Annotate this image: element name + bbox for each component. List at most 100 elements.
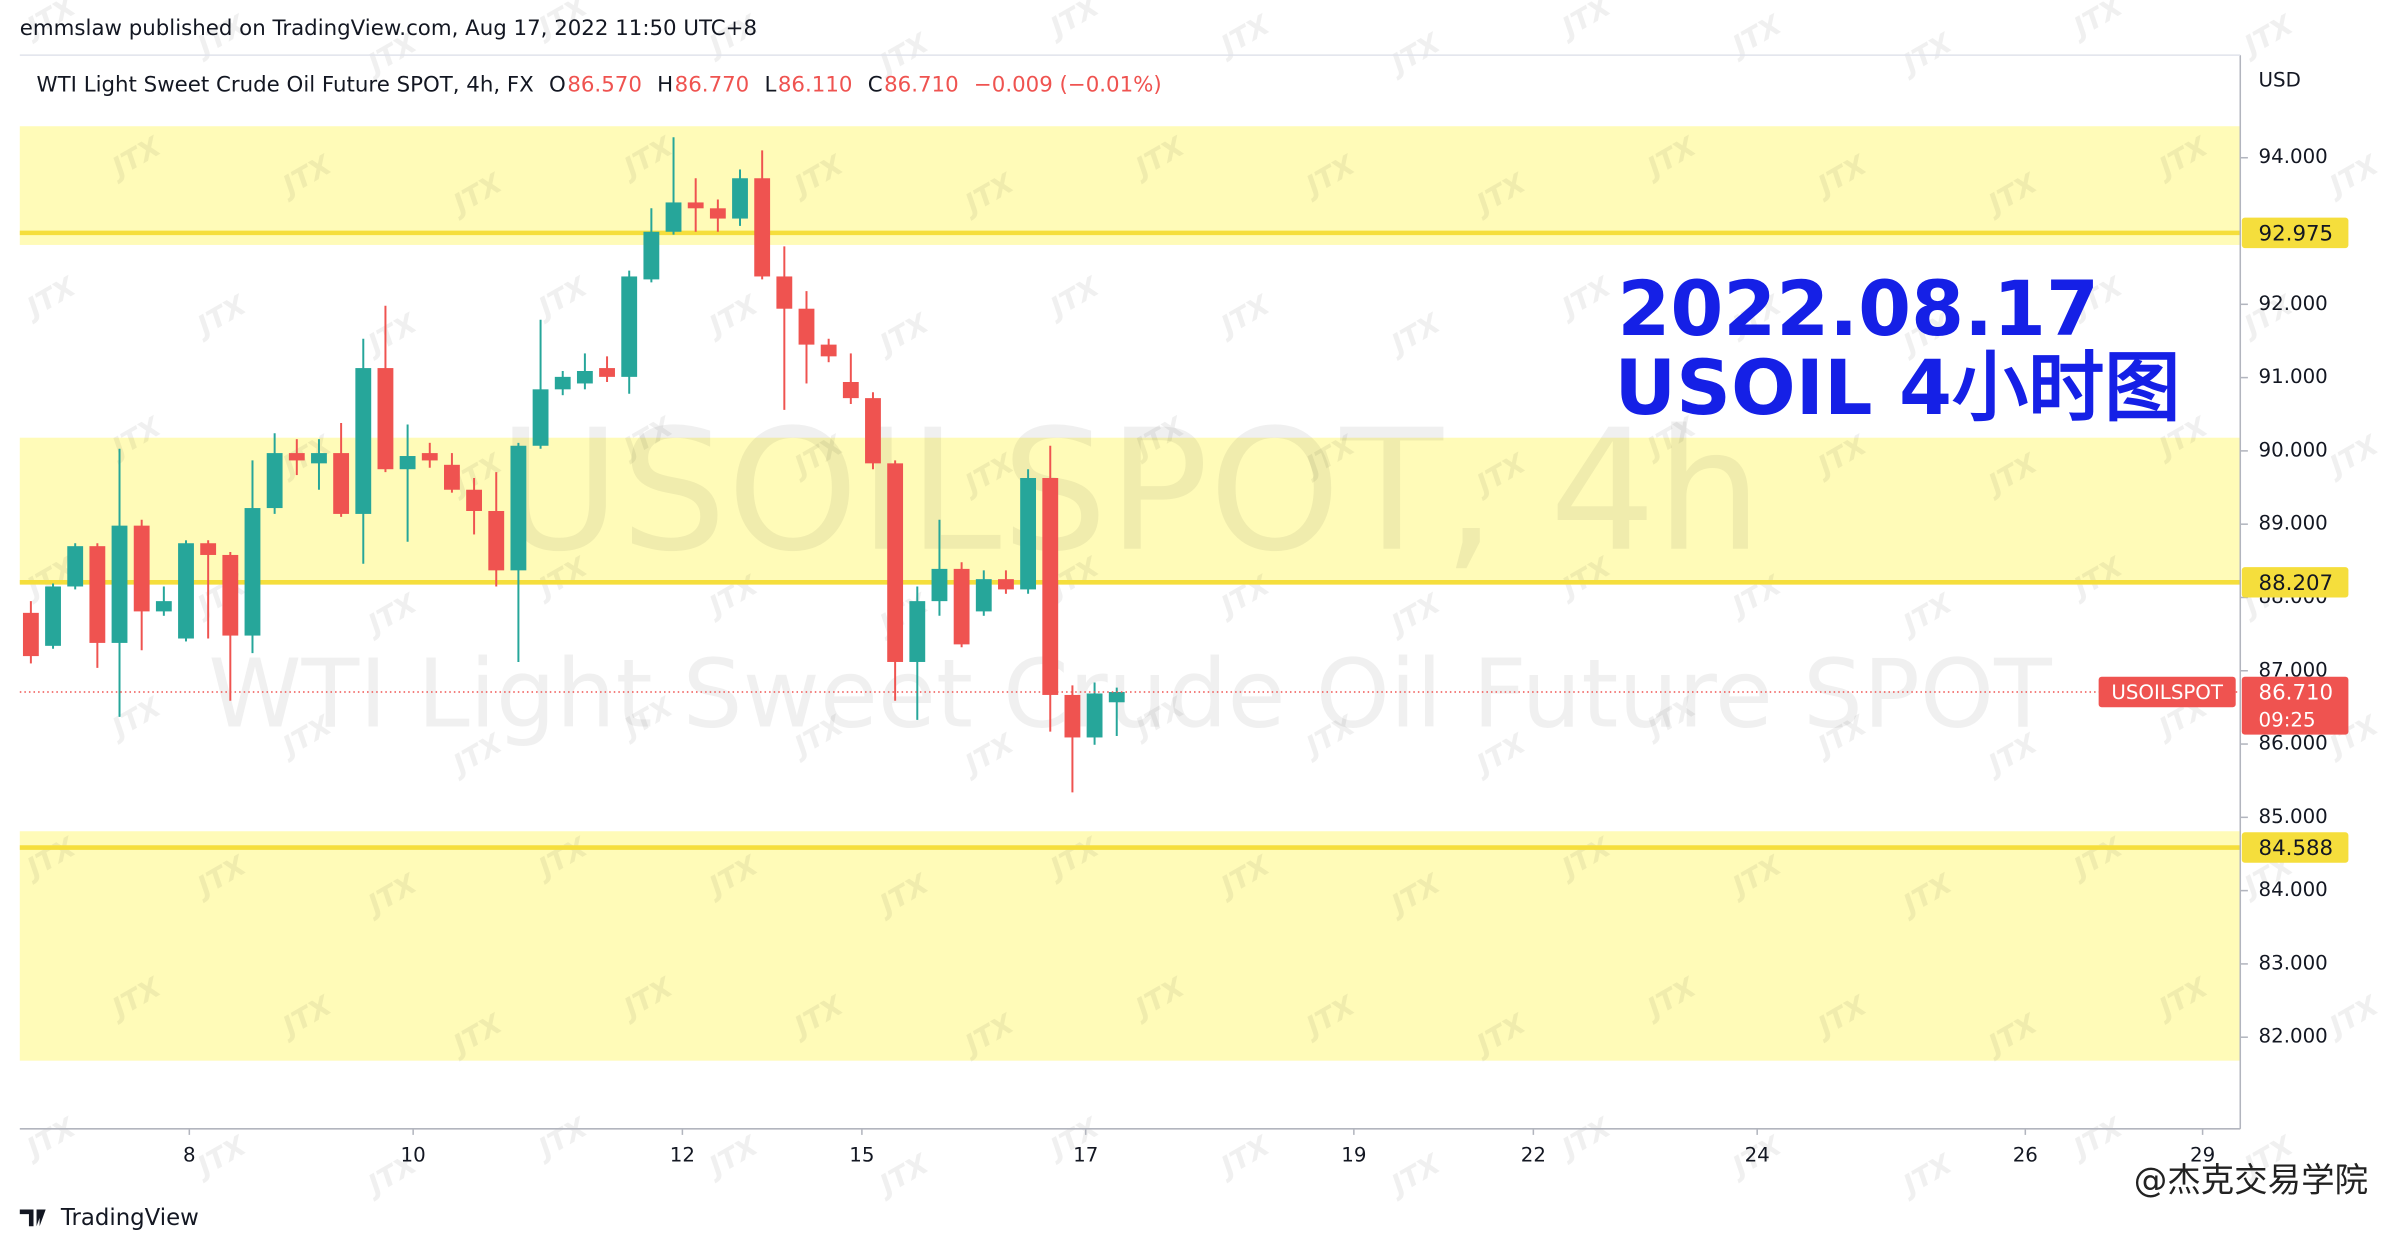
candle-body [488,510,505,571]
price-tag-bg [2241,676,2349,735]
candle-body [510,445,527,571]
y-tick-label: 89.000 [2259,512,2328,535]
ohlc-key: L [764,73,776,98]
x-tick-label: 19 [1341,1144,1366,1167]
candle-body [288,453,305,461]
candle-body [1086,693,1103,738]
candle-body [887,463,904,662]
level-label-bg [2241,832,2349,863]
candle-body [355,368,372,514]
candle-body [466,489,483,511]
candle-body [599,368,615,377]
candle-body [709,208,726,219]
candle-body [1020,478,1037,590]
candle-body [1064,694,1081,738]
brand: TradingView [60,1205,199,1231]
x-tick-label: 12 [670,1144,695,1167]
candle-body [776,276,793,309]
candle-body [820,344,837,357]
ohlc-value: 86.770 [675,73,750,98]
symbol-title: WTI Light Sweet Crude Oil Future SPOT, 4… [37,73,534,98]
candle-body [754,178,771,277]
candle-body [687,202,704,209]
y-tick-label: 94.000 [2259,145,2328,168]
candle-body [842,381,859,399]
countdown: 09:25 [2259,708,2316,731]
y-tick-label: 84.000 [2259,878,2328,901]
change: −0.009 (−0.01%) [974,73,1162,98]
candle-body [22,612,39,657]
candle-body [998,579,1014,590]
watermark-symbol: USOILSPOT, 4h [498,394,1762,589]
candle-body [732,178,748,219]
candle-body [111,525,128,643]
annotation-title: USOIL 4小时图 [1614,343,2180,432]
x-tick-label: 17 [1073,1144,1098,1167]
annotation-date: 2022.08.17 [1617,264,2099,353]
candle-body [909,601,926,662]
x-tick-label: 29 [2190,1144,2215,1167]
candle-body [333,453,350,514]
y-tick-label: 87.000 [2259,658,2328,681]
x-tick-label: 15 [849,1144,874,1167]
watermark-name: WTI Light Sweet Crude Oil Future SPOT [208,640,2052,750]
candle-body [200,543,217,555]
candle-body [665,202,682,232]
candle-body [45,586,61,646]
candle-body [931,568,948,602]
symbol-tag: USOILSPOT [2111,681,2224,704]
candle-body [798,308,815,345]
ohlc-value: 86.110 [778,73,853,98]
candle-body [377,368,394,470]
zone [19,831,2241,1061]
y-tick-label: 83.000 [2259,951,2328,974]
candle-body [155,601,172,612]
candle-body [975,579,992,612]
candle-body [133,525,150,612]
candle-body [89,546,106,643]
price-tag: 86.710 [2259,681,2334,706]
candle-body [311,453,327,464]
y-tick-label: 92.000 [2259,292,2328,315]
axis-unit: USD [2259,69,2301,92]
level-label-bg [2241,567,2349,598]
x-tick-label: 24 [1745,1144,1770,1167]
candle-body [865,398,881,464]
level-label: 84.588 [2259,836,2334,861]
ohlc-key: C [868,73,883,98]
y-tick-label: 90.000 [2259,438,2328,461]
candle-body [621,276,638,377]
candle-body [399,456,416,470]
candle-body [1042,478,1059,695]
candle-body [953,568,970,645]
symbol-tag-bg [2098,676,2236,708]
candle-body [222,554,239,636]
candle-body [178,543,194,639]
candle-body [266,453,283,509]
zone [19,126,2241,245]
publisher: emmslaw published on TradingView.com, Au… [20,16,757,41]
level-label: 88.207 [2259,571,2334,596]
candle-body [643,231,660,280]
candle-body [532,389,549,446]
brand-logo [19,1209,46,1227]
candle-body [67,546,84,587]
y-tick-label: 85.000 [2259,805,2328,828]
credit: @杰克交易学院 [2134,1161,2369,1200]
level-label: 92.975 [2259,221,2334,246]
x-tick-label: 8 [183,1144,196,1167]
candle-body [421,453,438,461]
candle-body [444,464,460,490]
candle-body [244,508,261,636]
ohlc-key: H [657,73,673,98]
candle-body [576,371,593,384]
ohlc-value: 86.710 [884,73,959,98]
y-tick-label: 86.000 [2259,732,2328,755]
x-tick-label: 26 [2013,1144,2038,1167]
ohlc-key: O [549,73,566,98]
candle-body [554,376,571,390]
y-tick-label: 82.000 [2259,1025,2328,1048]
level-label-bg [2241,217,2349,249]
x-tick-label: 22 [1521,1144,1546,1167]
